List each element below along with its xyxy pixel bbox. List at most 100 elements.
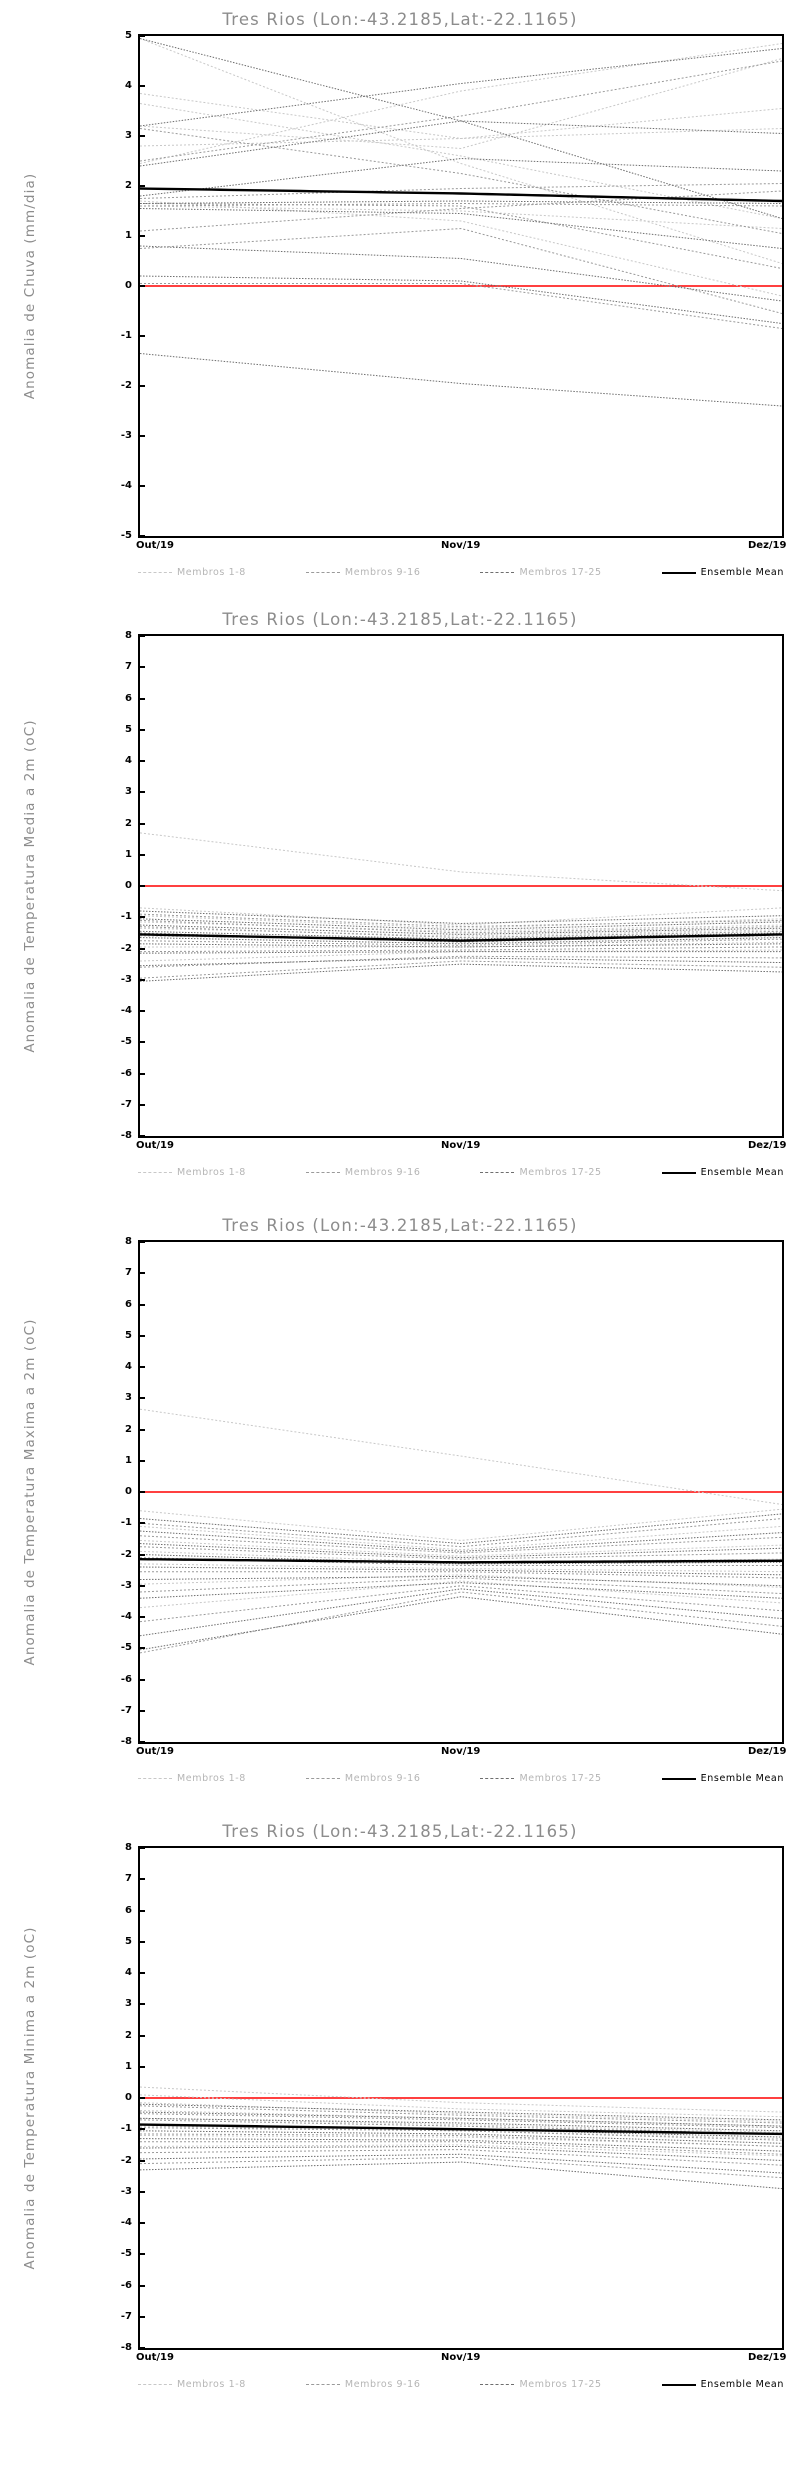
legend-item: Membros 17-25 bbox=[480, 1167, 601, 1178]
y-tick-mark bbox=[140, 1366, 145, 1368]
x-tick-label: Dez/19 bbox=[748, 2352, 787, 2363]
y-tick-mark bbox=[140, 1584, 145, 1587]
y-tick-label: -4 bbox=[120, 1005, 132, 1016]
y-tick-label: 6 bbox=[125, 692, 132, 704]
y-tick-label: 0 bbox=[125, 280, 132, 291]
legend-swatch-icon bbox=[661, 1171, 696, 1174]
y-tick-label: -1 bbox=[120, 1517, 132, 1529]
y-tick-label: 8 bbox=[125, 630, 132, 641]
y-tick-label: -5 bbox=[120, 2248, 132, 2260]
y-tick-label: 7 bbox=[125, 1267, 132, 1279]
chart-panel-4: Tres Rios (Lon:-43.2185,Lat:-22.1165) Ano… bbox=[0, 1812, 800, 2418]
y-tick-label: -1 bbox=[120, 330, 132, 341]
legend-swatch-icon bbox=[661, 1777, 696, 1780]
y-tick-label: 5 bbox=[125, 1935, 132, 1947]
y-tick-label: -2 bbox=[120, 380, 132, 391]
y-tick-mark bbox=[140, 1878, 145, 1881]
y-tick-mark bbox=[140, 1491, 145, 1493]
y-tick-mark bbox=[140, 791, 145, 794]
legend-item: Membros 17-25 bbox=[480, 567, 601, 578]
y-tick-label: 3 bbox=[125, 1998, 132, 2010]
y-tick-mark bbox=[140, 1428, 145, 1431]
y-tick-label: 2 bbox=[125, 2029, 132, 2041]
y-tick-label: 2 bbox=[125, 1423, 132, 1435]
y-tick-mark bbox=[140, 2065, 145, 2068]
y-tick-label: 2 bbox=[125, 180, 132, 191]
y-tick-label: -1 bbox=[120, 911, 132, 923]
legend-label: Ensemble Mean bbox=[700, 567, 784, 578]
y-tick-label: 3 bbox=[125, 1392, 132, 1404]
y-tick-label: 1 bbox=[125, 848, 132, 860]
y-tick-mark bbox=[140, 235, 145, 237]
x-tick-label: Out/19 bbox=[136, 2352, 174, 2363]
panel-title: Tres Rios (Lon:-43.2185,Lat:-22.1165) bbox=[222, 610, 578, 629]
y-tick-mark bbox=[140, 1135, 145, 1137]
legend-item: Membros 9-16 bbox=[305, 2379, 421, 2390]
y-tick-mark bbox=[140, 135, 145, 137]
y-tick-label: 0 bbox=[125, 2092, 132, 2103]
chart-panel-3: Tres Rios (Lon:-43.2185,Lat:-22.1165) Ano… bbox=[0, 1206, 800, 1812]
y-tick-label: 3 bbox=[125, 130, 132, 141]
y-tick-mark bbox=[140, 885, 145, 887]
legend-label: Membros 1-8 bbox=[177, 1773, 246, 1784]
panel-title: Tres Rios (Lon:-43.2185,Lat:-22.1165) bbox=[222, 1216, 578, 1235]
y-tick-mark bbox=[140, 185, 145, 187]
y-tick-label: -5 bbox=[120, 530, 132, 541]
y-tick-label: 5 bbox=[125, 30, 132, 41]
y-tick-label: 1 bbox=[125, 1454, 132, 1466]
legend-item: Membros 17-25 bbox=[480, 2379, 601, 2390]
y-tick-label: -6 bbox=[120, 1673, 132, 1685]
x-tick-label: Dez/19 bbox=[748, 1140, 787, 1151]
y-tick-mark bbox=[140, 1678, 145, 1681]
legend-swatch-icon bbox=[138, 2384, 172, 2385]
y-tick-mark bbox=[140, 1397, 145, 1400]
legend-item: Membros 1-8 bbox=[138, 1167, 246, 1178]
legend-item: Membros 1-8 bbox=[138, 567, 246, 578]
chart-legend: Membros 1-8 Membros 9-16 Membros 17-25 Ense… bbox=[138, 1167, 784, 1178]
y-tick-mark bbox=[140, 2347, 145, 2349]
y-tick-mark bbox=[140, 435, 145, 437]
y-tick-mark bbox=[140, 853, 145, 856]
chart-panel-1: Tres Rios (Lon:-43.2185,Lat:-22.1165) Ano… bbox=[0, 0, 800, 600]
x-tick-label: Nov/19 bbox=[441, 1746, 481, 1757]
y-tick-label: -7 bbox=[120, 1704, 132, 1716]
y-tick-label: -6 bbox=[120, 1067, 132, 1079]
legend-swatch-icon bbox=[138, 1778, 172, 1779]
legend-item: Membros 1-8 bbox=[138, 1773, 246, 1784]
legend-item: Membros 9-16 bbox=[305, 1773, 421, 1784]
panel-title: Tres Rios (Lon:-43.2185,Lat:-22.1165) bbox=[222, 1822, 578, 1841]
legend-swatch-icon bbox=[305, 572, 340, 573]
x-tick-label: Out/19 bbox=[136, 1140, 174, 1151]
series-lines bbox=[140, 2086, 782, 2190]
legend-swatch-icon bbox=[661, 2383, 696, 2386]
y-tick-mark bbox=[140, 2034, 145, 2037]
y-tick-mark bbox=[140, 1459, 145, 1462]
chart-legend: Membros 1-8 Membros 9-16 Membros 17-25 Ense… bbox=[138, 567, 784, 578]
y-tick-label: 0 bbox=[125, 880, 132, 891]
legend-swatch-icon bbox=[305, 1778, 340, 1779]
plot-area bbox=[138, 1846, 784, 2350]
legend-item: Membros 1-8 bbox=[138, 2379, 246, 2390]
y-tick-label: -2 bbox=[120, 1548, 132, 1560]
x-tick-label: Out/19 bbox=[136, 540, 174, 551]
y-tick-mark bbox=[140, 1972, 145, 1974]
y-tick-mark bbox=[140, 1010, 145, 1012]
y-tick-label: -7 bbox=[120, 1098, 132, 1110]
y-tick-mark bbox=[140, 728, 145, 731]
y-tick-mark bbox=[140, 2284, 145, 2287]
y-tick-label: -4 bbox=[120, 1611, 132, 1622]
legend-item: Membros 9-16 bbox=[305, 1167, 421, 1178]
y-tick-label: -5 bbox=[120, 1036, 132, 1048]
legend-swatch-icon bbox=[480, 1172, 515, 1173]
x-tick-label: Nov/19 bbox=[441, 1140, 481, 1151]
legend-swatch-icon bbox=[480, 2384, 515, 2385]
y-tick-mark bbox=[140, 1940, 145, 1943]
y-tick-label: 1 bbox=[125, 2060, 132, 2072]
plot-area bbox=[138, 634, 784, 1138]
y-tick-mark bbox=[140, 1553, 145, 1556]
x-tick-label: Nov/19 bbox=[441, 540, 481, 551]
y-tick-label: 5 bbox=[125, 723, 132, 735]
x-tick-label: Dez/19 bbox=[748, 1746, 787, 1757]
legend-label: Membros 17-25 bbox=[519, 2379, 602, 2390]
legend-label: Ensemble Mean bbox=[700, 1167, 784, 1178]
